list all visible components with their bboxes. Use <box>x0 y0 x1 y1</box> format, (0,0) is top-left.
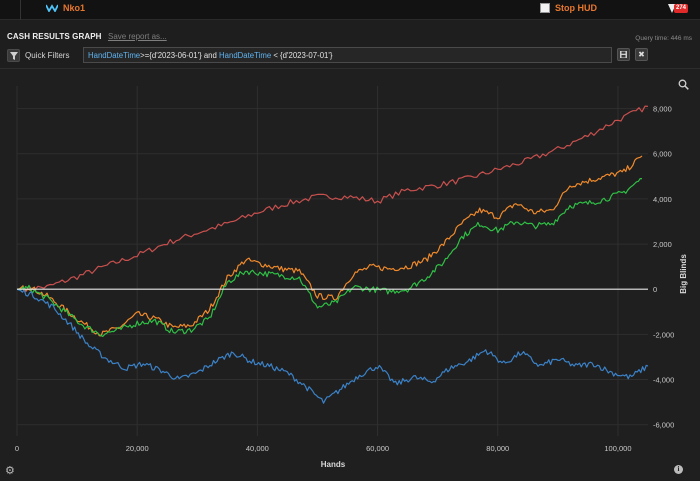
stop-hud-label: Stop HUD <box>555 3 597 13</box>
quick-filters-label: Quick Filters <box>25 51 70 60</box>
site-logo-icon <box>46 4 58 12</box>
notification-badge: 274 <box>674 4 689 13</box>
report-header: CASH RESULTS GRAPH Save report as... Que… <box>0 29 700 45</box>
player-name: Nko1 <box>63 3 86 13</box>
clear-filter-button[interactable]: ✖ <box>635 48 648 61</box>
save-filter-button[interactable] <box>617 48 630 61</box>
notifications-button[interactable]: 274 <box>668 2 689 16</box>
top-bar: Nko1 Stop HUD 274 <box>0 0 700 20</box>
notification-icon <box>668 4 676 13</box>
stop-hud-toggle[interactable]: Stop HUD <box>540 3 597 13</box>
filter-icon <box>10 52 18 60</box>
query-token: HandDateTime <box>88 51 141 60</box>
query-token: HandDateTime <box>219 51 272 60</box>
info-icon[interactable]: i <box>674 465 683 474</box>
settings-gear-icon[interactable]: ⚙ <box>5 465 15 477</box>
filter-button[interactable] <box>7 49 20 62</box>
filter-bar: Quick Filters HandDateTime>={d'2023-06-0… <box>0 46 700 65</box>
toolbar-divider <box>20 0 21 20</box>
query-token: >={d'2023-06-01'} and <box>140 51 220 60</box>
player-selector[interactable]: Nko1 <box>46 3 85 13</box>
floppy-icon <box>620 51 627 58</box>
close-icon: ✖ <box>638 50 645 59</box>
filter-query-input[interactable]: HandDateTime>={d'2023-06-01'} and HandDa… <box>83 47 612 63</box>
save-report-link[interactable]: Save report as... <box>108 32 167 41</box>
stop-hud-checkbox[interactable] <box>540 3 550 13</box>
zoom-icon[interactable] <box>678 79 689 90</box>
page-title: CASH RESULTS GRAPH <box>7 32 102 41</box>
graph-panel <box>0 68 700 481</box>
query-time: Query time: 446 ms <box>635 35 692 42</box>
query-token: < {d'2023-07-01'} <box>271 51 333 60</box>
